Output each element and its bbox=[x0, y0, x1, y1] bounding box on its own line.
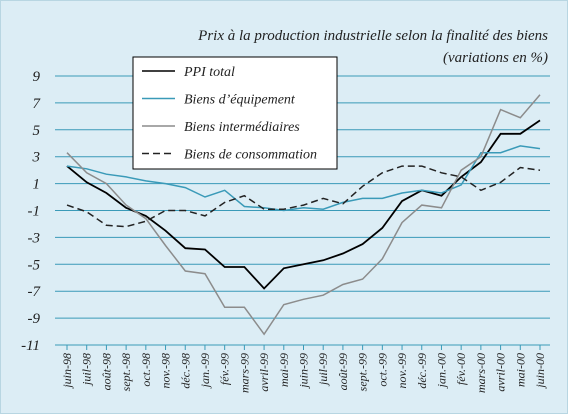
x-tick-label: août-98 bbox=[99, 353, 113, 390]
y-tick-label: 7 bbox=[33, 96, 42, 112]
y-tick-label: -7 bbox=[28, 284, 42, 300]
y-tick-label: 5 bbox=[33, 123, 41, 139]
x-tick-label: mai-99 bbox=[277, 353, 291, 387]
legend-label: Biens intermédiaires bbox=[184, 120, 300, 135]
series-line bbox=[66, 165, 541, 228]
x-tick-label: août-99 bbox=[336, 353, 350, 390]
y-tick-label: 9 bbox=[33, 69, 41, 85]
y-tick-label: -11 bbox=[21, 338, 40, 354]
x-tick-label: avril-99 bbox=[257, 353, 271, 392]
x-tick-label: oct.-98 bbox=[139, 353, 153, 387]
x-tick-label: nov.-98 bbox=[159, 353, 173, 388]
x-tick-label: sept.-99 bbox=[356, 353, 370, 391]
y-tick-label: 3 bbox=[32, 150, 41, 166]
chart-subtitle: (variations en %) bbox=[443, 50, 548, 66]
x-tick-label: fév.-00 bbox=[454, 353, 468, 385]
x-tick-label: fév.-99 bbox=[218, 353, 232, 385]
x-tick-label: mars-99 bbox=[237, 353, 251, 393]
y-tick-label: -5 bbox=[28, 257, 41, 273]
x-tick-label: mars-00 bbox=[474, 353, 488, 393]
x-tick-label: juin-00 bbox=[533, 353, 547, 390]
x-tick-label: avril-00 bbox=[494, 353, 508, 392]
series-line bbox=[66, 94, 541, 336]
series-line bbox=[66, 119, 541, 290]
y-tick-label: -3 bbox=[28, 230, 41, 246]
x-tick-label: déc.-99 bbox=[415, 353, 429, 389]
series-line bbox=[66, 145, 541, 212]
x-tick-label: déc.-98 bbox=[178, 353, 192, 389]
x-tick-label: jan.-00 bbox=[434, 353, 448, 389]
y-tick-label: -1 bbox=[28, 204, 41, 220]
y-tick-label: 1 bbox=[33, 177, 41, 193]
x-tick-label: nov.-99 bbox=[395, 353, 409, 388]
chart-title: Prix à la production industrielle selon … bbox=[197, 28, 548, 44]
x-tick-label: juil-99 bbox=[316, 353, 330, 387]
legend-label: Biens d’équipement bbox=[184, 93, 296, 108]
x-tick-label: juin-99 bbox=[297, 353, 311, 390]
x-tick-label: juil-98 bbox=[80, 353, 94, 387]
x-tick-label: jan.-99 bbox=[198, 353, 212, 389]
legend-box bbox=[132, 56, 338, 170]
x-tick-label: oct.-99 bbox=[375, 353, 389, 387]
y-tick-label: -9 bbox=[28, 311, 41, 327]
x-tick-label: juin-98 bbox=[60, 353, 74, 390]
legend-label: PPI total bbox=[183, 65, 235, 80]
legend-label: Biens de consommation bbox=[184, 148, 317, 163]
x-tick-label: sept.-98 bbox=[119, 353, 133, 391]
x-tick-label: mai-00 bbox=[513, 353, 527, 387]
